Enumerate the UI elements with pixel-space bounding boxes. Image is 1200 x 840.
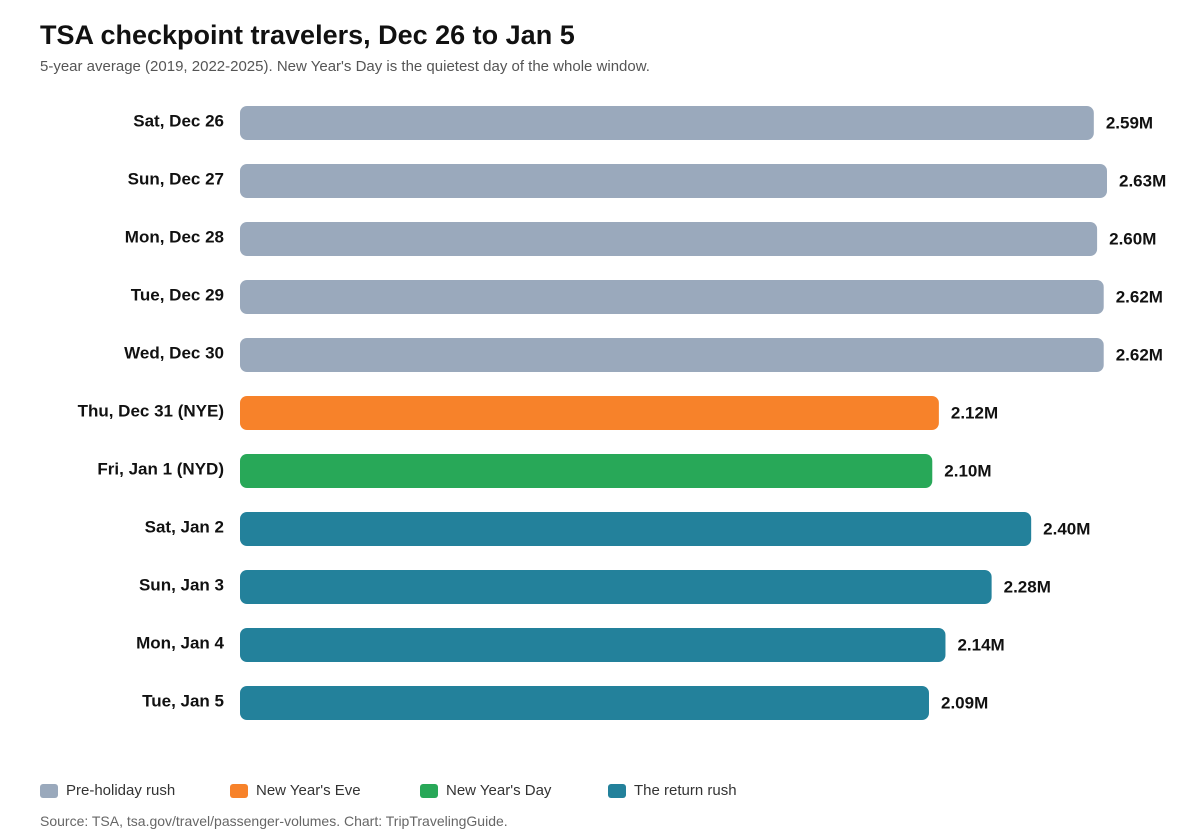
- legend-label: New Year's Eve: [256, 782, 361, 799]
- legend-swatch: [420, 783, 438, 798]
- legend-swatch: [40, 783, 58, 798]
- bar: [240, 512, 1032, 546]
- bar: [240, 222, 1098, 256]
- legend-item-new-years-day: New Year's Day: [420, 782, 608, 799]
- category-label: Sun, Jan 3: [139, 575, 224, 594]
- bar-chart: Sat, Dec 26 2.59M Sun, Dec 27 2.63M Mon, Dec…: [78, 106, 1166, 720]
- legend-swatch: [230, 783, 248, 798]
- legend-label: The return rush: [634, 782, 737, 799]
- bar: [240, 454, 933, 488]
- category-label: Sat, Jan 2: [145, 517, 224, 536]
- source-note: Source: TSA, tsa.gov/travel/passenger-vo…: [40, 813, 508, 829]
- value-label: 2.59M: [1106, 113, 1153, 132]
- category-label: Mon, Dec 28: [125, 227, 224, 246]
- legend: Pre-holiday rush New Year's Eve New Year…: [40, 782, 737, 799]
- legend-label: Pre-holiday rush: [66, 782, 176, 799]
- value-label: 2.62M: [1116, 287, 1163, 306]
- chart-title: TSA checkpoint travelers, Dec 26 to Jan …: [40, 20, 575, 50]
- value-label: 2.12M: [951, 403, 998, 422]
- value-label: 2.60M: [1109, 229, 1156, 248]
- category-label: Sat, Dec 26: [133, 111, 224, 130]
- category-label: Thu, Dec 31 (NYE): [78, 401, 224, 420]
- legend-label: New Year's Day: [446, 782, 552, 799]
- legend-item-pre-holiday: Pre-holiday rush: [40, 782, 230, 799]
- legend-item-new-years-eve: New Year's Eve: [230, 782, 420, 799]
- value-label: 2.10M: [944, 461, 991, 480]
- value-label: 2.28M: [1004, 577, 1051, 596]
- bar: [240, 106, 1094, 140]
- bar: [240, 280, 1104, 314]
- legend-item-return-rush: The return rush: [608, 782, 737, 799]
- bar: [240, 164, 1107, 198]
- category-label: Sun, Dec 27: [128, 169, 224, 188]
- value-label: 2.63M: [1119, 171, 1166, 190]
- bar: [240, 628, 946, 662]
- value-label: 2.14M: [957, 635, 1004, 654]
- bar: [240, 686, 929, 720]
- value-label: 2.09M: [941, 693, 988, 712]
- category-label: Mon, Jan 4: [136, 633, 224, 652]
- category-label: Tue, Dec 29: [131, 285, 224, 304]
- category-label: Tue, Jan 5: [142, 691, 224, 710]
- category-label: Wed, Dec 30: [124, 343, 224, 362]
- legend-swatch: [608, 783, 626, 798]
- category-label: Fri, Jan 1 (NYD): [97, 459, 224, 478]
- value-label: 2.40M: [1043, 519, 1090, 538]
- chart-subtitle: 5-year average (2019, 2022-2025). New Ye…: [40, 58, 650, 75]
- bar: [240, 570, 992, 604]
- bar: [240, 338, 1104, 372]
- bar: [240, 396, 939, 430]
- value-label: 2.62M: [1116, 345, 1163, 364]
